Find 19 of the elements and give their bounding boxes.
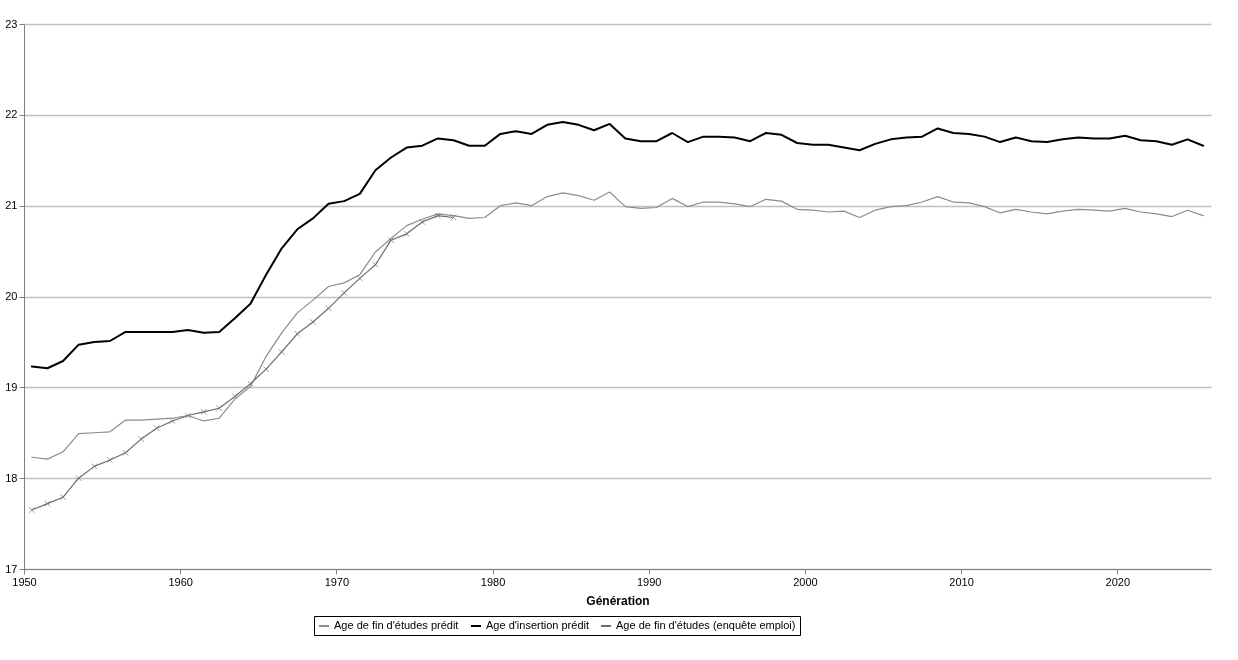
y-tick-label: 22 xyxy=(5,108,18,121)
x-tick-label: 1970 xyxy=(324,575,350,588)
legend-label: Age d'insertion prédit xyxy=(486,619,589,631)
x-axis-title: Génération xyxy=(586,593,650,608)
y-tick-label: 18 xyxy=(5,471,18,484)
y-tick-label: 20 xyxy=(5,290,18,302)
x-tick-label: 1960 xyxy=(168,575,193,588)
y-tick-label: 19 xyxy=(5,380,18,393)
x-tick-label: 2010 xyxy=(949,575,974,588)
legend-label: Age de fin d'études (enquête emploi) xyxy=(616,619,796,631)
x-tick-label: 2020 xyxy=(1105,575,1131,588)
y-tick-label: 17 xyxy=(5,562,18,575)
x-tick-label: 1950 xyxy=(12,575,37,588)
legend-label: Age de fin d'études prédit xyxy=(334,619,459,631)
x-tick-label: 1980 xyxy=(480,575,506,588)
x-tick-label: 1990 xyxy=(636,575,662,588)
y-tick-label: 21 xyxy=(5,199,18,212)
y-tick-label: 23 xyxy=(5,17,18,30)
x-tick-label: 2000 xyxy=(793,575,818,588)
